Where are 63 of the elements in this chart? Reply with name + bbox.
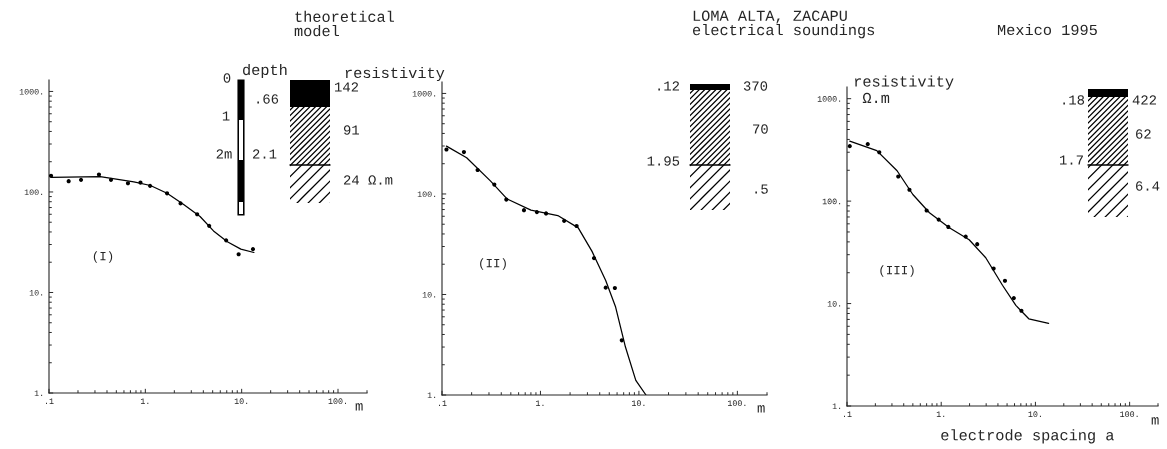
annotation: 1.7 — [1060, 155, 1083, 165]
annotation: .18 — [1063, 95, 1085, 105]
point — [108, 177, 114, 182]
y-tick-label: 1000. — [412, 90, 436, 97]
x-axis-title: electrode spacing a — [941, 429, 1114, 444]
text: depth — [243, 63, 287, 79]
point — [195, 212, 200, 217]
y-tick-label: 1000. — [19, 88, 43, 95]
x-tick-label: 10. — [234, 398, 248, 404]
annotation: .12 — [658, 81, 680, 91]
y-tick-label: 1. — [34, 390, 43, 397]
x-tick-label: 1. — [140, 398, 149, 404]
annotation: .66 — [257, 94, 279, 104]
annotation: 24 Ω.m — [343, 175, 393, 185]
annotation: 370 — [743, 81, 768, 91]
point — [236, 252, 241, 257]
text: m — [757, 405, 765, 413]
point — [138, 180, 143, 185]
x-tick-label: 10. — [632, 400, 645, 406]
text: theoretical model — [294, 10, 395, 37]
text: m — [355, 403, 363, 411]
point — [207, 223, 212, 228]
y-tick-label: 1000. — [817, 96, 841, 102]
annotation: .5 — [755, 184, 768, 194]
annotation: 0 — [223, 73, 231, 83]
annotation: 91 — [343, 125, 359, 135]
annotation: 1.95 — [647, 156, 680, 166]
x-tick-label: 100. — [1120, 411, 1138, 417]
x-tick-label: .1 — [46, 398, 54, 404]
annotation: (III) — [880, 265, 914, 277]
x-tick-label: 100. — [727, 400, 746, 406]
y-tick-label: 10. — [29, 289, 43, 296]
annotation: 1 — [222, 111, 230, 121]
text: Mexico 1995 — [997, 23, 1097, 36]
annotation: 142 — [335, 82, 359, 92]
annotation: 6.4 — [1136, 181, 1160, 191]
y-tick-label: 100. — [822, 198, 841, 205]
annotation: 2.1 — [252, 149, 277, 159]
x-tick-label: 1. — [536, 400, 544, 406]
annotation: 70 — [753, 124, 768, 134]
point — [66, 179, 71, 184]
chart-title: LOMA ALTA, ZACAPU electrical soundings — [692, 10, 875, 39]
annotation: 62 — [1136, 129, 1151, 139]
annotation: (II) — [480, 258, 506, 270]
annotation: (I) — [93, 251, 113, 263]
annotation: 2m — [216, 149, 232, 159]
x-tick-label: .1 — [439, 400, 447, 406]
point — [250, 247, 256, 252]
annotation: resistivity — [345, 66, 445, 82]
text: m — [1151, 417, 1159, 425]
y-tick-label: 100. — [417, 191, 436, 198]
point — [164, 191, 170, 196]
point — [78, 177, 84, 182]
y-tick-label: 10. — [827, 301, 841, 307]
x-tick-label: 100. — [328, 398, 346, 404]
y-tick-label: 1. — [427, 392, 436, 399]
y-tick-label: 100. — [24, 189, 43, 196]
x-tick-label: 1. — [936, 411, 945, 417]
annotation: 422 — [1132, 95, 1157, 105]
y-axis-title: resistivity Ω.m — [855, 75, 954, 103]
x-tick-label: .1 — [844, 411, 852, 417]
x-tick-label: 10. — [1028, 411, 1041, 417]
y-tick-label: 10. — [422, 291, 436, 298]
